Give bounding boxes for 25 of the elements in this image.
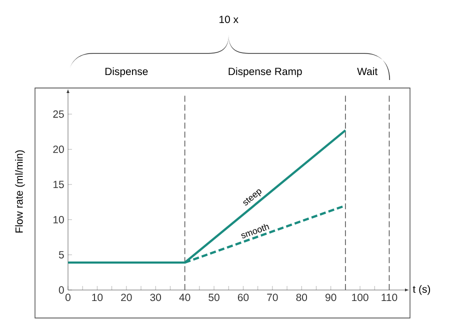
x-tick-label: 30 <box>150 294 162 302</box>
text: Wait <box>357 67 378 76</box>
y-tick-label: 20 <box>53 146 64 153</box>
x-tick-label: 90 <box>326 294 336 302</box>
x-tick-label: 10 <box>92 294 103 302</box>
y-tick-label: 5 <box>58 251 64 258</box>
x-tick-label: 70 <box>267 294 278 302</box>
text: Dispense Ramp <box>228 67 302 78</box>
x-tick-label: 100 <box>352 294 368 302</box>
y-axis-title: Flow rate (ml/min) <box>15 150 25 232</box>
y-tick-label: 15 <box>53 180 64 188</box>
x-tick-label: 40 <box>179 294 190 302</box>
x-tick-label: 60 <box>238 294 249 302</box>
x-tick-label: 80 <box>296 294 308 302</box>
x-tick-label: 0 <box>66 294 71 302</box>
text: smooth <box>241 224 270 238</box>
x-tick-label: 50 <box>208 294 220 302</box>
x-axis-title: t (s) <box>412 285 430 295</box>
y-tick-label: 0 <box>58 286 64 294</box>
text: Dispense <box>105 67 148 78</box>
y-tick-label: 25 <box>53 110 64 118</box>
x-tick-label: 110 <box>382 294 398 302</box>
x-tick-label: 20 <box>121 294 132 302</box>
y-tick-label: 10 <box>53 216 64 224</box>
text: 10 x <box>220 16 238 24</box>
